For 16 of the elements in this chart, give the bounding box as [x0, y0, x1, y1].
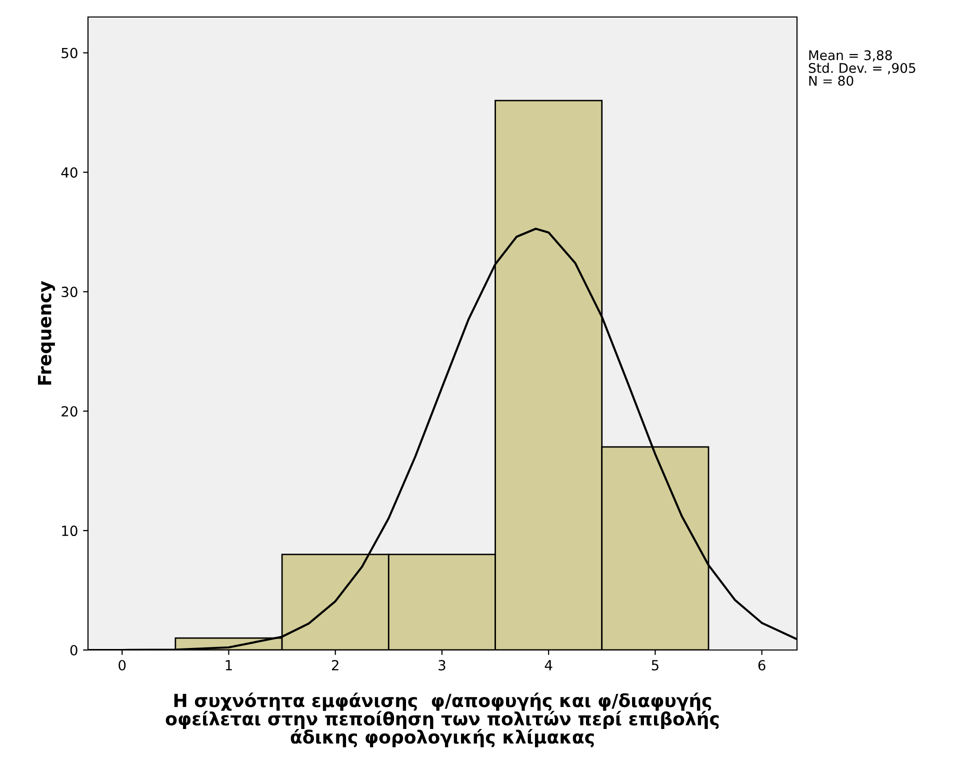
x-tick-label: 4 — [544, 660, 552, 670]
y-tick-label: 40 — [61, 167, 78, 178]
x-tick-label: 2 — [332, 660, 338, 670]
x-tick-label: 5 — [652, 660, 658, 670]
x-tick-label: 0 — [118, 660, 126, 670]
text: Mean = 3,88 Std. Dev. = ,905 N = 80 — [808, 50, 916, 86]
x-axis-title: Η συχνότητα εμφάνισης φ/αποφυγής και φ/διαφυγής οφείλεται στην πεποίθηση των πολιτών περί επιβολής άδικης φορολογικής κλίμακας — [166, 692, 719, 748]
y-axis-title: Frequency — [38, 280, 56, 385]
x-tick-label: 1 — [226, 660, 232, 670]
y-tick-label: 30 — [62, 286, 78, 298]
y-tick-label: 0 — [70, 644, 78, 656]
y-tick-label: 10 — [62, 526, 78, 536]
y-tick-label: 20 — [62, 406, 78, 417]
x-tick-label: 6 — [758, 660, 766, 670]
y-tick-label: 50 — [62, 48, 78, 58]
x-tick-label: 3 — [438, 660, 446, 670]
